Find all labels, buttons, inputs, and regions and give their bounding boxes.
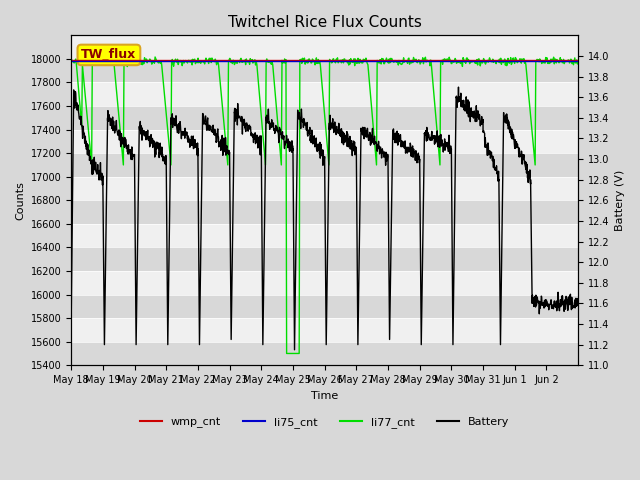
Bar [71,318,578,342]
Bar [71,224,578,247]
Bar [71,59,578,83]
Bar [71,83,578,106]
Bar [71,295,578,318]
Bar [71,200,578,224]
Bar [71,153,578,177]
X-axis label: Time: Time [311,391,339,400]
Y-axis label: Battery (V): Battery (V) [615,169,625,231]
Bar [71,271,578,295]
Title: Twitchel Rice Flux Counts: Twitchel Rice Flux Counts [228,15,422,30]
Bar [71,342,578,365]
Text: TW_flux: TW_flux [81,48,136,61]
Bar [71,130,578,153]
Legend: wmp_cnt, li75_cnt, li77_cnt, Battery: wmp_cnt, li75_cnt, li77_cnt, Battery [135,412,514,432]
Bar [71,177,578,200]
Bar [71,247,578,271]
Bar [71,36,578,59]
Y-axis label: Counts: Counts [15,181,25,220]
Bar [71,106,578,130]
